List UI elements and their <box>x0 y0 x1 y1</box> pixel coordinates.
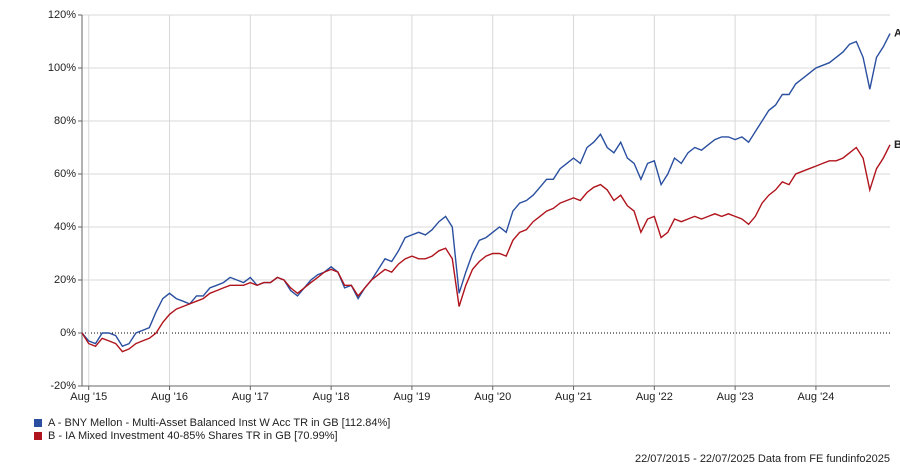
x-tick-label: Aug '21 <box>555 391 592 403</box>
series-line <box>81 33 891 348</box>
x-tick-label: Aug '16 <box>151 391 188 403</box>
x-tick-label: Aug '24 <box>797 391 834 403</box>
y-tick-label: 120% <box>48 9 76 21</box>
footer-note: 22/07/2015 - 22/07/2025 Data from FE fun… <box>635 453 890 465</box>
legend-swatch <box>34 432 42 440</box>
x-tick-label: Aug '19 <box>393 391 430 403</box>
y-tick-label: 80% <box>54 115 76 127</box>
legend-label: B - IA Mixed Investment 40-85% Shares TR… <box>48 430 338 442</box>
y-tick-label: 100% <box>48 62 76 74</box>
y-tick-label: 40% <box>54 221 76 233</box>
x-tick-label: Aug '20 <box>474 391 511 403</box>
legend-label: A - BNY Mellon - Multi-Asset Balanced In… <box>48 417 390 429</box>
series-line <box>81 144 891 353</box>
y-tick-label: 20% <box>54 274 76 286</box>
y-tick-label: 0% <box>60 327 76 339</box>
x-tick-label: Aug '22 <box>636 391 673 403</box>
x-tick-label: Aug '17 <box>232 391 269 403</box>
x-tick-label: Aug '23 <box>717 391 754 403</box>
y-tick-label: 60% <box>54 168 76 180</box>
end-label: B <box>894 139 900 151</box>
end-label: A <box>894 27 900 39</box>
legend-swatch <box>34 419 42 427</box>
x-tick-label: Aug '15 <box>70 391 107 403</box>
y-tick-label: -20% <box>50 380 76 392</box>
x-tick-label: Aug '18 <box>313 391 350 403</box>
